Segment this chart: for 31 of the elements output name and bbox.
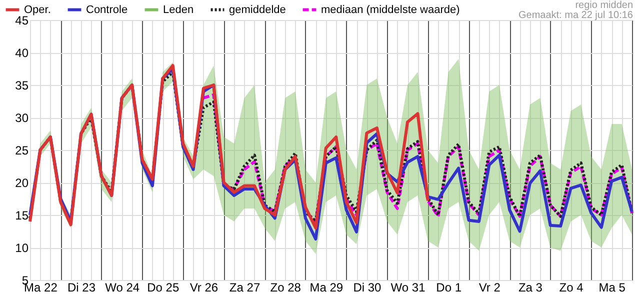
x-tick-label: Vr 26 bbox=[190, 280, 218, 294]
x-tick-label: Zo 4 bbox=[559, 280, 584, 294]
x-tick-label: Vr 2 bbox=[478, 280, 501, 294]
y-tick-label: 40 bbox=[15, 46, 29, 60]
x-tick-label: Ma 29 bbox=[310, 280, 344, 294]
line-series bbox=[202, 93, 634, 223]
line-series bbox=[28, 64, 430, 230]
y-tick-label: 15 bbox=[15, 208, 29, 222]
x-tick-label: Di 30 bbox=[353, 280, 382, 294]
y-tick-label: 45 bbox=[15, 14, 29, 28]
x-tick-label: Do 25 bbox=[147, 280, 180, 294]
legend-label: gemiddelde bbox=[229, 4, 286, 16]
x-tick-label: Za 27 bbox=[229, 280, 260, 294]
legend-label: mediaan (middelste waarde) bbox=[321, 4, 460, 16]
x-tick-label: Do 1 bbox=[436, 280, 462, 294]
annotation: Gemaakt: ma 22 jul 10:16 bbox=[518, 10, 634, 21]
legend-label: Leden bbox=[163, 4, 194, 16]
x-tick-label: Wo 24 bbox=[105, 280, 140, 294]
text: regio midden bbox=[575, 0, 633, 11]
y-tick-label: 10 bbox=[15, 241, 29, 255]
x-tick-label: Zo 28 bbox=[270, 280, 302, 294]
legend-label: Controle bbox=[86, 4, 128, 16]
x-tick-label: Za 3 bbox=[518, 280, 543, 294]
y-tick-label: 35 bbox=[15, 78, 29, 92]
x-tick-label: Wo 31 bbox=[390, 280, 426, 294]
y-tick-label: 25 bbox=[15, 144, 29, 158]
x-tick-label: Ma 5 bbox=[598, 280, 626, 294]
x-tick-label: Di 23 bbox=[68, 280, 96, 294]
y-tick-label: 20 bbox=[15, 176, 29, 190]
legend-label: Oper. bbox=[24, 4, 51, 16]
y-tick-label: 30 bbox=[15, 111, 29, 125]
